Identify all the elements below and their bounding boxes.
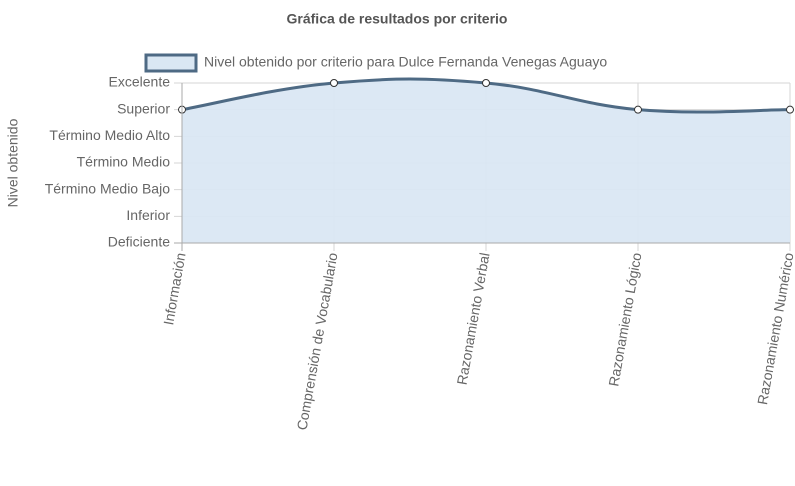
y-tick-label: Excelente — [109, 74, 171, 90]
y-tick-label: Término Medio Bajo — [45, 180, 170, 196]
legend-swatch — [144, 53, 198, 73]
x-tick-label: Comprensión de Vocabulario — [294, 251, 341, 431]
x-tick-label: Información — [160, 251, 188, 326]
point — [330, 79, 338, 87]
chart-title: Gráfica de resultados por criterio — [287, 11, 508, 27]
y-tick-label: Superior — [117, 100, 170, 116]
x-tick-label: Razonamiento Verbal — [454, 251, 493, 386]
x-tick-label: Razonamiento Lógico — [605, 251, 644, 387]
y-tick-label: Término Medio Alto — [49, 127, 170, 143]
y-tick-label: Término Medio — [77, 154, 171, 170]
y-tick-label: Inferior — [126, 207, 170, 223]
point — [634, 105, 642, 114]
x-tick-label: Razonamiento Numérico — [754, 251, 795, 406]
point — [482, 79, 490, 87]
y-axis-title: Nivel obtenido — [5, 118, 21, 207]
area — [182, 79, 790, 243]
legend-label: Nivel obtenido por criterio para Dulce F… — [204, 54, 607, 70]
point — [786, 105, 794, 114]
y-tick-label: Deficiente — [108, 234, 170, 250]
